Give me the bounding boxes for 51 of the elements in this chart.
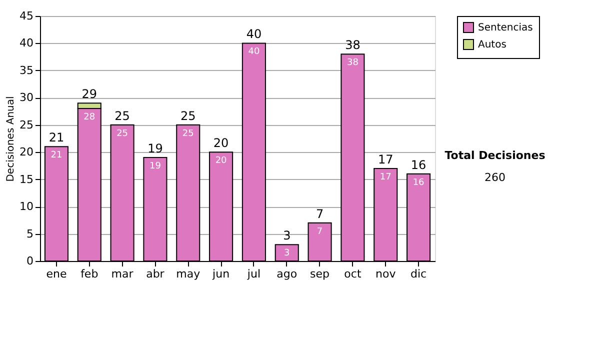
text: Total Decisiones <box>444 149 546 162</box>
x-tick-label: ago <box>276 268 298 280</box>
x-tick-label: nov <box>376 268 396 280</box>
total-label: 38 <box>345 38 360 52</box>
total-label: 16 <box>410 158 426 172</box>
total-label: 7 <box>316 206 324 221</box>
x-tick-label: oct <box>344 268 362 280</box>
data-label: 3 <box>284 248 290 259</box>
y-axis-title: Decisiones Anual <box>6 96 17 182</box>
total-label: 19 <box>148 142 163 156</box>
x-tick-label: jun <box>212 268 230 280</box>
legend-label: Sentencias <box>478 22 533 34</box>
y-tick-label: 30 <box>20 91 34 104</box>
total-label: 40 <box>246 27 262 42</box>
x-tick-label: ene <box>46 268 67 280</box>
x-tick-label: jul <box>246 268 261 280</box>
data-label: 17 <box>380 172 392 182</box>
legend-label: Autos <box>478 40 506 50</box>
data-label: 20 <box>215 156 228 166</box>
total-label: 20 <box>213 136 229 150</box>
y-tick-label: 45 <box>20 10 34 22</box>
data-label: 25 <box>116 128 128 139</box>
total-label: 21 <box>48 130 64 145</box>
y-tick-label: 10 <box>20 200 34 214</box>
data-label: 19 <box>149 162 162 172</box>
data-label: 21 <box>50 150 62 161</box>
total-label: 29 <box>82 87 98 102</box>
y-tick-label: 25 <box>20 118 34 132</box>
y-tick-label: 20 <box>20 146 34 159</box>
x-tick-label: may <box>176 268 201 280</box>
y-tick-label: 40 <box>20 36 34 50</box>
x-tick-label: abr <box>146 268 165 280</box>
data-label: 28 <box>84 112 96 123</box>
total-label: 25 <box>180 108 196 123</box>
x-tick-label: dic <box>410 268 427 280</box>
total-label: 25 <box>114 108 130 123</box>
y-tick-label: 5 <box>26 227 34 240</box>
total-label: 17 <box>378 152 394 166</box>
data-label: 7 <box>316 226 323 237</box>
data-label: 16 <box>412 178 425 188</box>
total-label: 3 <box>283 228 291 243</box>
y-tick-label: 0 <box>26 254 34 268</box>
data-label: 38 <box>346 58 359 68</box>
x-tick-label: sep <box>310 268 330 280</box>
data-label: 25 <box>182 128 194 139</box>
x-tick-label: mar <box>111 268 134 280</box>
y-tick-label: 15 <box>20 172 34 186</box>
data-label: 40 <box>248 47 260 58</box>
text: 260 <box>484 171 506 184</box>
y-tick-label: 35 <box>20 64 34 77</box>
x-tick-label: feb <box>80 268 98 280</box>
